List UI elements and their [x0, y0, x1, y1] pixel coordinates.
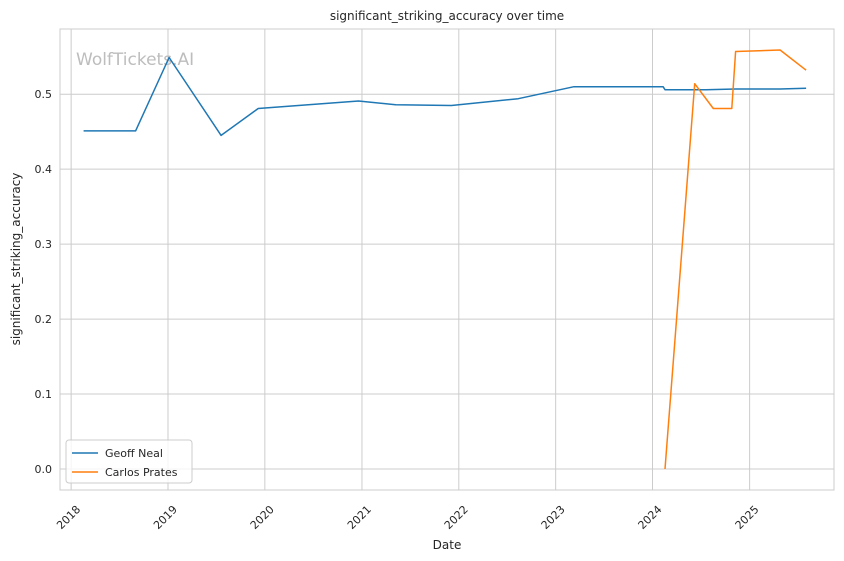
legend: Geoff Neal Carlos Prates	[65, 439, 193, 484]
legend-label-geoff-neal: Geoff Neal	[105, 447, 163, 460]
y-tick-label: 0.4	[35, 163, 53, 176]
chart-title: significant_striking_accuracy over time	[330, 9, 564, 23]
y-tick-label: 0.2	[35, 313, 53, 326]
series-line-geoff-neal	[83, 56, 807, 137]
y-tick-label: 0.0	[35, 463, 53, 476]
y-tick-label: 0.5	[35, 88, 53, 101]
y-tick-label: 0.1	[35, 388, 53, 401]
plot-area	[59, 28, 835, 491]
gridlines	[60, 29, 834, 490]
series-lines	[83, 49, 807, 470]
legend-label-carlos-prates: Carlos Prates	[105, 466, 178, 479]
y-axis-title: significant_striking_accuracy	[9, 173, 23, 346]
x-axis-title: Date	[433, 538, 462, 552]
y-tick-label: 0.3	[35, 238, 53, 251]
y-axis-ticks: 0.0 0.1 0.2 0.3 0.4 0.5	[35, 88, 53, 476]
series-line-carlos-prates	[664, 49, 807, 470]
watermark: WolfTickets.AI	[76, 50, 194, 70]
